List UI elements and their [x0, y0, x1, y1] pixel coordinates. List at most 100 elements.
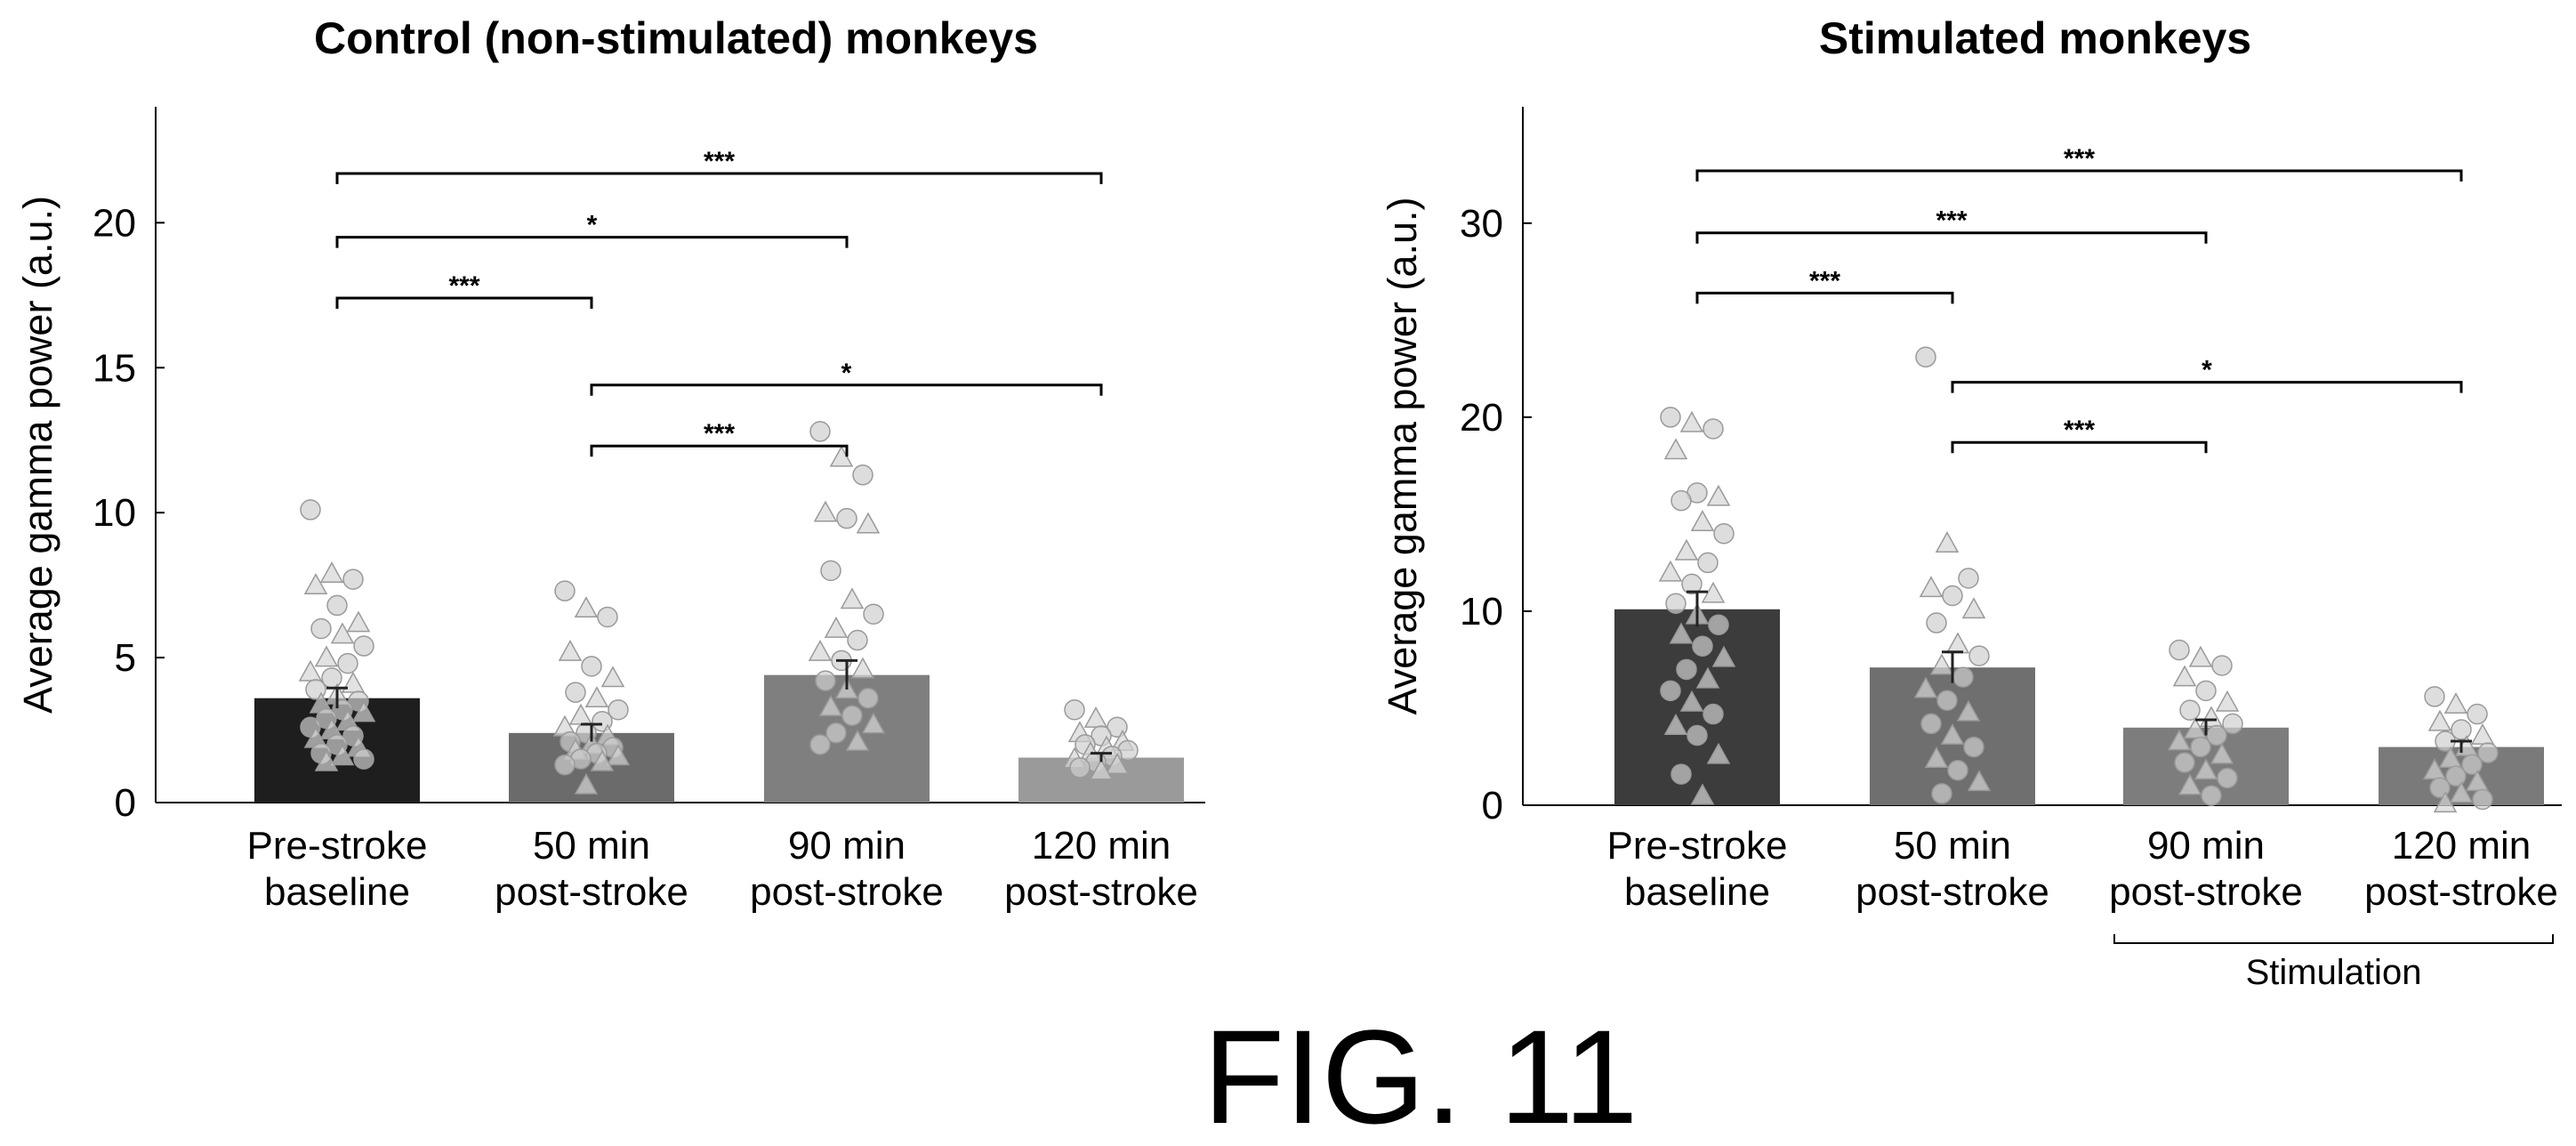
- significance-label: ***: [448, 271, 479, 301]
- category-label: post-stroke: [1856, 870, 2049, 914]
- data-point: [1069, 757, 1091, 779]
- data-point: [861, 712, 886, 734]
- category-label: baseline: [1624, 870, 1770, 914]
- significance-bracket: [1695, 169, 2463, 182]
- data-point: [1952, 666, 1974, 688]
- category-label: post-stroke: [1004, 870, 1198, 914]
- significance-label: ***: [704, 419, 735, 448]
- category-label: 120 min: [2392, 824, 2532, 868]
- data-point: [1963, 736, 1984, 758]
- significance-bracket: [1695, 231, 2208, 244]
- category-label: post-stroke: [2109, 870, 2303, 914]
- data-point: [2174, 752, 2195, 773]
- data-point: [1676, 658, 1697, 681]
- data-point: [600, 666, 625, 688]
- data-point: [1658, 560, 1683, 582]
- data-point: [857, 687, 879, 709]
- category-label: 120 min: [1032, 824, 1171, 868]
- data-point: [856, 512, 881, 534]
- category-label: post-stroke: [2364, 870, 2558, 914]
- data-point: [815, 670, 836, 691]
- data-point: [1670, 489, 1692, 512]
- y-tick-label: 10: [1460, 590, 1503, 634]
- data-point: [1958, 568, 1979, 589]
- category-label: 50 min: [1894, 824, 2011, 868]
- significance-bracket: [335, 236, 849, 248]
- data-point: [342, 569, 364, 590]
- data-point: [1968, 645, 1990, 666]
- data-point: [2470, 722, 2495, 745]
- data-point: [840, 587, 865, 609]
- data-point: [1697, 552, 1719, 574]
- data-point: [2467, 703, 2488, 725]
- data-point: [2449, 781, 2474, 803]
- data-point: [353, 748, 374, 770]
- data-point: [1940, 722, 1965, 745]
- data-point: [2195, 680, 2217, 702]
- data-point: [1942, 585, 1963, 607]
- data-point: [1711, 645, 1736, 667]
- data-point: [2201, 785, 2222, 806]
- data-point: [829, 445, 854, 467]
- data-point: [2445, 765, 2467, 787]
- data-point: [808, 640, 833, 661]
- significance-bracket: [590, 383, 1103, 396]
- data-point: [1660, 407, 1681, 428]
- data-point: [565, 682, 586, 703]
- significance-label: ***: [2064, 416, 2095, 445]
- category-label: post-stroke: [495, 870, 688, 914]
- data-point: [863, 603, 884, 625]
- data-point: [608, 698, 629, 721]
- data-point: [2433, 791, 2458, 813]
- data-point: [1915, 346, 1936, 368]
- significance-bracket: [1951, 381, 2463, 393]
- stimulated-panel: Stimulated monkeys Average gamma power (a…: [1380, 13, 2562, 992]
- data-point: [825, 722, 847, 744]
- data-point: [1926, 612, 1947, 634]
- data-point: [1961, 597, 1986, 619]
- data-point: [2194, 758, 2218, 780]
- y-tick-label: 20: [93, 201, 136, 245]
- data-point: [1692, 635, 1713, 657]
- y-tick-label: 0: [115, 781, 136, 825]
- data-point: [606, 744, 631, 766]
- category-label: Pre-stroke: [1607, 824, 1788, 868]
- category-label: Pre-stroke: [247, 824, 428, 868]
- data-point: [1967, 770, 1992, 792]
- figure-label: FIG. 11: [1203, 1002, 1638, 1146]
- significance-label: ***: [1809, 266, 1840, 295]
- data-point: [1706, 484, 1731, 506]
- data-point: [2222, 713, 2243, 735]
- data-point: [809, 421, 831, 442]
- data-point: [2190, 736, 2211, 758]
- data-point: [300, 499, 321, 521]
- significance-label: *: [2202, 356, 2212, 385]
- data-point: [1708, 614, 1729, 635]
- significance-label: *: [587, 211, 598, 240]
- data-point: [1703, 418, 1724, 440]
- data-point: [2167, 729, 2192, 751]
- data-point: [1681, 573, 1703, 595]
- y-tick-label: 10: [93, 491, 136, 535]
- data-point: [2179, 699, 2201, 721]
- category-label: 50 min: [533, 824, 650, 868]
- data-point: [2178, 773, 2202, 795]
- data-point: [319, 561, 344, 583]
- data-point: [836, 507, 857, 529]
- stimulation-bracket: [2113, 934, 2554, 944]
- data-point: [1064, 698, 1085, 721]
- significance-bracket: [335, 172, 1103, 184]
- data-point: [568, 703, 593, 725]
- data-point: [1105, 753, 1130, 774]
- y-axis-label: Average gamma power (a.u.): [1380, 198, 1425, 715]
- data-point: [1924, 747, 1949, 769]
- category-label: 90 min: [788, 824, 906, 868]
- significance-label: ***: [1936, 206, 1967, 236]
- data-point: [590, 749, 615, 771]
- significance-label: ***: [704, 147, 735, 176]
- data-point: [353, 635, 374, 657]
- data-point: [1679, 690, 1704, 712]
- data-point: [1665, 593, 1686, 614]
- data-point: [1690, 783, 1715, 805]
- data-point: [581, 656, 602, 677]
